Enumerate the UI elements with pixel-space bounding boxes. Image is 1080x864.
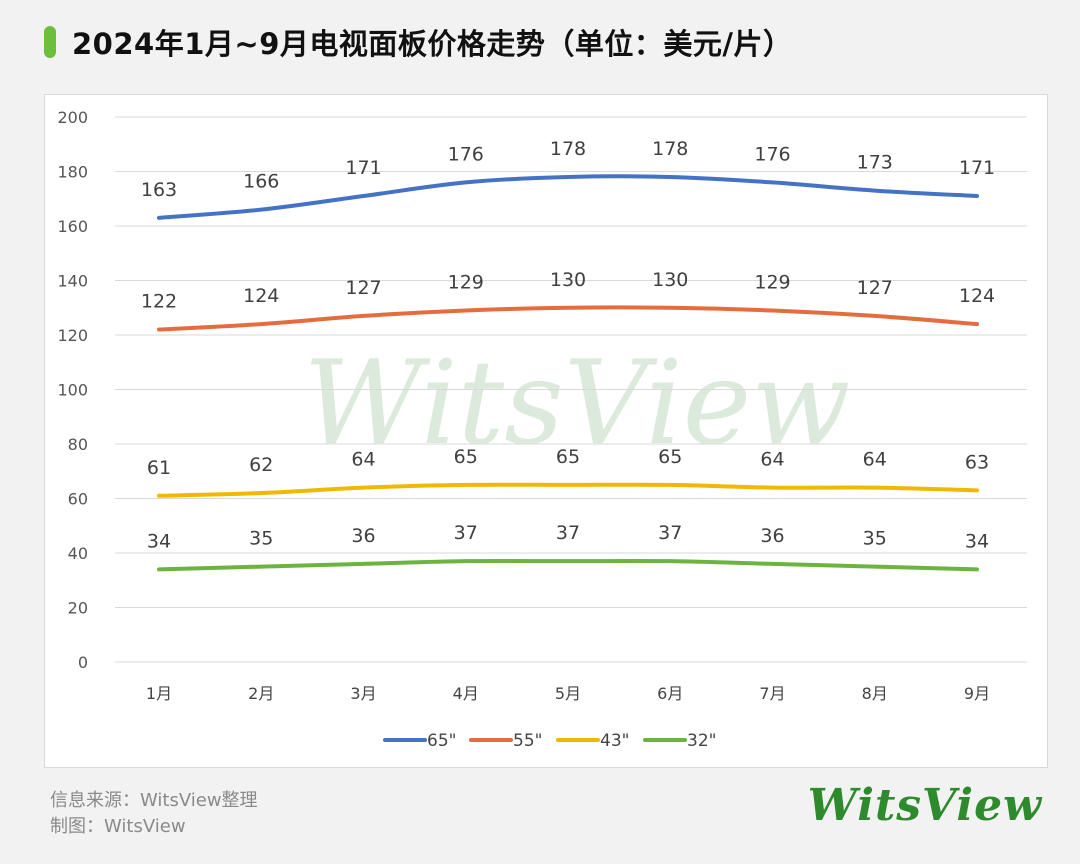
data-label: 37 xyxy=(454,522,478,544)
data-label: 176 xyxy=(754,143,790,165)
data-label: 34 xyxy=(147,530,171,552)
data-label: 37 xyxy=(556,522,580,544)
x-tick-label: 4月 xyxy=(453,684,479,703)
y-tick-label: 180 xyxy=(57,163,88,182)
chart-panel: WitsView 0 20 40 60 80 100 120 140 160 180 200 1月 2月 3… xyxy=(44,94,1048,768)
x-tick-label: 8月 xyxy=(862,684,888,703)
chart-credit: 制图：WitsView xyxy=(50,816,186,837)
data-label: 122 xyxy=(141,291,177,313)
data-label: 61 xyxy=(147,457,171,479)
data-label: 65 xyxy=(556,446,580,468)
y-tick-label: 20 xyxy=(68,599,88,618)
data-label: 37 xyxy=(658,522,682,544)
y-tick-label: 100 xyxy=(57,381,88,400)
y-tick-label: 160 xyxy=(57,217,88,236)
data-label: 173 xyxy=(857,152,893,174)
data-label: 34 xyxy=(965,530,989,552)
data-label: 127 xyxy=(857,277,893,299)
series-line xyxy=(157,305,979,332)
data-label: 129 xyxy=(754,271,790,293)
x-tick-label: 5月 xyxy=(555,684,581,703)
data-label: 171 xyxy=(959,157,995,179)
x-tick-label: 1月 xyxy=(146,684,172,703)
source-note: 信息来源：WitsView整理 xyxy=(50,790,258,811)
x-tick-label: 3月 xyxy=(350,684,376,703)
data-label: 65 xyxy=(454,446,478,468)
data-label: 63 xyxy=(965,451,989,473)
y-tick-label: 80 xyxy=(68,435,88,454)
title-marker xyxy=(44,26,56,58)
watermark-text: WitsView xyxy=(303,336,850,471)
data-label: 171 xyxy=(345,157,381,179)
legend-label: 55" xyxy=(513,731,542,751)
y-tick-label: 40 xyxy=(68,544,88,563)
series-line xyxy=(157,174,979,220)
legend-label: 32" xyxy=(687,731,716,751)
data-label: 35 xyxy=(863,528,887,550)
x-tick-label: 6月 xyxy=(657,684,683,703)
data-label: 64 xyxy=(863,449,887,471)
data-label: 124 xyxy=(959,285,995,307)
title-bar: 2024年1月~9月电视面板价格走势（单位：美元/片） xyxy=(44,20,792,64)
data-label: 65 xyxy=(658,446,682,468)
series-line xyxy=(157,558,979,572)
y-tick-label: 140 xyxy=(57,272,88,291)
x-tick-label: 7月 xyxy=(759,684,785,703)
data-label: 130 xyxy=(550,269,586,291)
footer: 信息来源：WitsView整理 制图：WitsView xyxy=(50,788,258,840)
witsview-logo: WitsView xyxy=(807,780,1042,831)
legend-label: 65" xyxy=(427,731,456,751)
data-label: 163 xyxy=(141,179,177,201)
data-label: 62 xyxy=(249,454,273,476)
data-label: 130 xyxy=(652,269,688,291)
legend-label: 43" xyxy=(600,731,629,751)
data-label: 127 xyxy=(345,277,381,299)
data-label: 176 xyxy=(448,143,484,165)
y-tick-label: 120 xyxy=(57,326,88,345)
x-tick-label: 9月 xyxy=(964,684,990,703)
data-label: 35 xyxy=(249,528,273,550)
price-trend-chart: WitsView 0 20 40 60 80 100 120 140 160 180 200 1月 2月 3… xyxy=(57,108,1027,751)
page-title: 2024年1月~9月电视面板价格走势（单位：美元/片） xyxy=(72,27,793,61)
data-label: 64 xyxy=(760,449,784,471)
data-label: 178 xyxy=(652,138,688,160)
data-label: 178 xyxy=(550,138,586,160)
data-label: 166 xyxy=(243,171,279,193)
y-tick-label: 60 xyxy=(68,490,88,509)
y-tick-label: 200 xyxy=(57,108,88,127)
data-label: 129 xyxy=(448,271,484,293)
data-label: 36 xyxy=(351,525,375,547)
data-label: 64 xyxy=(351,449,375,471)
series-line xyxy=(157,482,979,498)
y-tick-label: 0 xyxy=(78,653,88,672)
data-label: 36 xyxy=(760,525,784,547)
x-tick-label: 2月 xyxy=(248,684,274,703)
data-label: 124 xyxy=(243,285,279,307)
